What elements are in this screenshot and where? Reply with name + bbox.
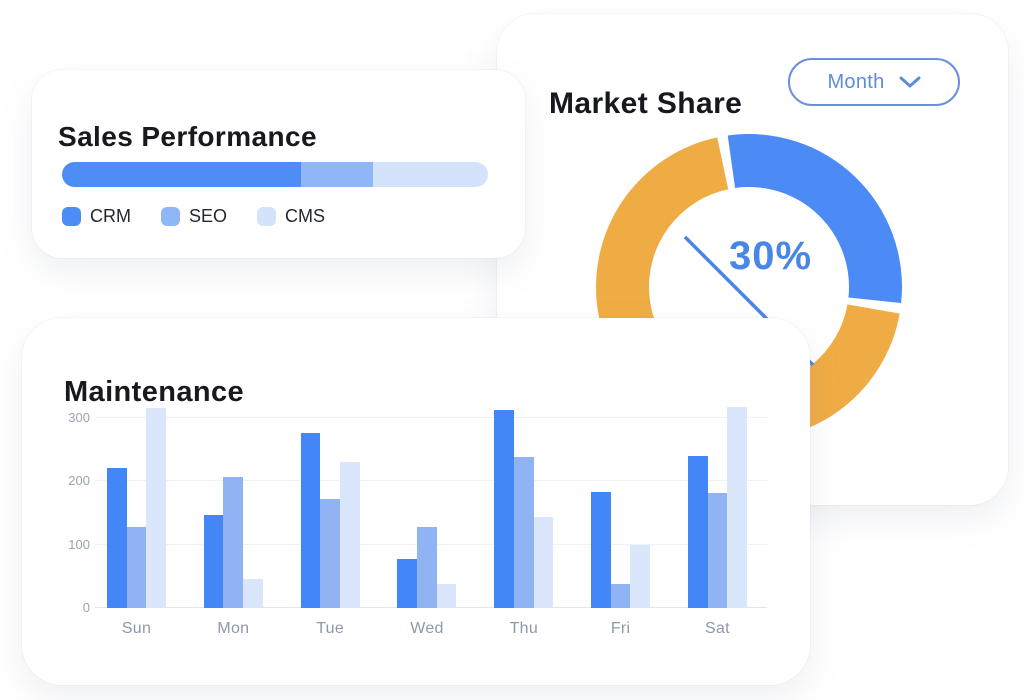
x-axis-label: Thu xyxy=(509,620,539,637)
bar-group-wed xyxy=(397,527,457,608)
legend-label: SEO xyxy=(189,206,228,226)
x-axis-label: Mon xyxy=(217,620,250,637)
maintenance-card: Maintenance 0 100 200 300 Sun Mon Tue Wed Thu Fr… xyxy=(22,318,810,685)
bar-series3-thu xyxy=(533,517,554,608)
bar-series2-sun xyxy=(126,527,147,608)
bar-group-tue xyxy=(300,433,360,608)
bar-series1-tue xyxy=(300,433,321,608)
y-axis-tick-label: 200 xyxy=(68,473,90,488)
bar-series2-thu xyxy=(513,456,534,608)
sales-performance-title: Sales Performance xyxy=(58,121,317,153)
market-share-title: Market Share xyxy=(549,86,743,120)
bar-group-mon xyxy=(203,476,263,608)
progress-segment-crm xyxy=(62,162,301,187)
bar-series1-sat xyxy=(687,456,708,608)
bar-series3-mon xyxy=(243,579,263,608)
bar-series2-fri xyxy=(610,583,631,608)
x-axis-label: Sun xyxy=(121,620,152,637)
bar-series2-mon xyxy=(223,476,244,608)
period-selector[interactable]: Month xyxy=(788,58,960,106)
x-axis-label: Fri xyxy=(610,620,631,637)
y-axis-tick-label: 0 xyxy=(82,600,90,615)
bar-series1-wed xyxy=(397,559,418,608)
progress-segment-cms xyxy=(372,162,488,187)
donut-slice-0 xyxy=(727,134,902,303)
sales-performance-card: Sales Performance CRM SEO CMS xyxy=(32,70,525,258)
bar-series3-tue xyxy=(339,461,360,608)
bar-series1-thu xyxy=(494,409,514,608)
legend-label: CMS xyxy=(285,206,326,226)
legend-item-crm: CRM xyxy=(62,206,131,227)
maintenance-x-axis: Sun Mon Tue Wed Thu Fri Sat xyxy=(107,620,747,638)
sales-progress-bar xyxy=(62,162,488,187)
bar-series3-wed xyxy=(436,583,457,608)
maintenance-title: Maintenance xyxy=(64,376,245,409)
gridline xyxy=(95,416,767,418)
bar-group-thu xyxy=(494,409,554,608)
x-axis-label: Tue xyxy=(316,620,345,637)
bar-series2-wed xyxy=(417,527,437,608)
gridline xyxy=(95,480,767,481)
legend-swatch-icon xyxy=(62,207,81,226)
bar-group-fri xyxy=(591,492,651,608)
maintenance-plot xyxy=(107,406,747,608)
maintenance-y-axis: 0 100 200 300 xyxy=(48,406,90,616)
x-axis-label: Wed xyxy=(410,620,444,637)
bar-group-sun xyxy=(107,408,166,608)
bar-series3-sun xyxy=(146,408,166,608)
y-axis-tick-label: 300 xyxy=(68,409,90,425)
legend-item-seo: SEO xyxy=(161,206,227,227)
legend-swatch-icon xyxy=(161,207,180,226)
bar-series3-fri xyxy=(630,545,651,608)
bar-group-sat xyxy=(687,407,747,608)
bar-series1-fri xyxy=(591,492,611,608)
y-axis-tick-label: 100 xyxy=(68,536,90,552)
bar-series2-sat xyxy=(707,493,728,608)
bar-series1-sun xyxy=(107,468,127,608)
bar-series3-sat xyxy=(727,407,747,608)
sales-legend: CRM SEO CMS xyxy=(62,206,325,227)
x-axis-label: Sat xyxy=(705,620,730,637)
period-selector-value: Month xyxy=(827,70,885,93)
donut-value-label: 30% xyxy=(729,234,813,278)
bar-series1-mon xyxy=(203,514,224,608)
legend-swatch-icon xyxy=(257,207,277,226)
chevron-down-icon xyxy=(899,76,921,88)
bar-series2-tue xyxy=(320,498,340,608)
legend-label: CRM xyxy=(90,206,131,226)
legend-item-cms: CMS xyxy=(257,206,325,227)
progress-segment-seo xyxy=(300,162,373,187)
